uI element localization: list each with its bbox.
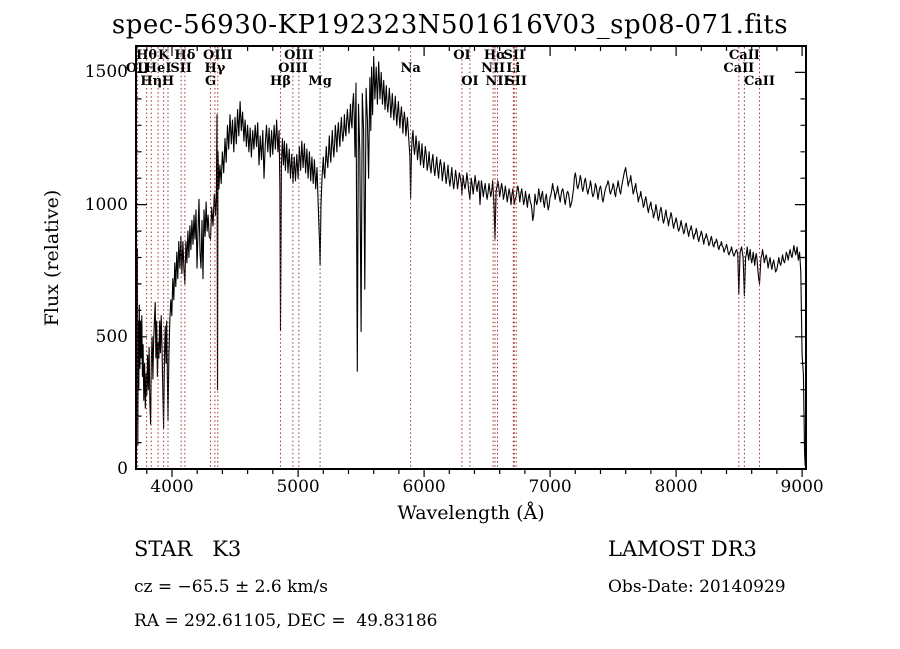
y-tick-label: 1500 (84, 62, 128, 83)
spectrum-trace (135, 56, 806, 467)
ra-dec-text: RA = 292.61105, DEC = 49.83186 (134, 611, 438, 631)
x-tick-label: 4000 (150, 477, 194, 497)
x-tick-label: 7000 (528, 477, 572, 497)
spectral-line-label: SII (505, 74, 527, 89)
y-axis-title: Flux (relative) (41, 189, 63, 327)
obs-date-text: Obs-Date: 20140929 (608, 577, 786, 597)
spectral-line-label: K (157, 48, 170, 63)
spectral-line-label: OIII (203, 48, 233, 63)
spectral-line-label: CaII (723, 61, 755, 76)
spectral-line-label: OIII (278, 61, 308, 76)
figure-title: spec-56930-KP192323N501616V03_sp08-071.f… (111, 10, 789, 40)
spectral-line-label: Hη (140, 74, 163, 89)
spectral-line-label: CaII (744, 74, 775, 89)
spectral-line-label: HeI (144, 61, 172, 76)
plot-frame (135, 45, 807, 470)
spectral-line-label: CaII (728, 48, 760, 63)
spectral-line-label: OI (453, 48, 471, 63)
spectral-line-label: Hδ (174, 48, 196, 63)
spectral-line-label: SII (170, 61, 192, 76)
cz-text: cz = −65.5 ± 2.6 km/s (134, 577, 328, 597)
classification-text: STAR K3 (134, 537, 242, 561)
spectral-line-label: NII (485, 74, 510, 89)
spectral-line-label: OI (461, 74, 479, 89)
x-tick-label: 8000 (654, 477, 698, 497)
y-tick-label: 0 (117, 459, 128, 479)
spectral-line-label: OIII (284, 48, 314, 63)
axis-ticks (136, 46, 806, 477)
spectral-line-markers (137, 47, 760, 468)
survey-text: LAMOST DR3 (608, 537, 757, 561)
spectral-line-label: H (161, 74, 175, 89)
spectral-line-label: Hβ (270, 74, 291, 89)
y-tick-label: 500 (95, 326, 128, 347)
spectral-line-label: Mg (308, 74, 332, 89)
x-tick-label: 6000 (402, 477, 446, 497)
spectral-line-label: Na (400, 61, 421, 76)
spectral-line-label: OII (125, 61, 150, 76)
spectral-line-label: Li (506, 61, 521, 76)
x-axis-title: Wavelength (Å) (397, 502, 545, 524)
x-tick-label: 5000 (276, 477, 320, 497)
spectral-line-label: SII (503, 48, 526, 63)
y-tick-label: 1000 (84, 194, 128, 215)
spectral-line-label: G (204, 74, 217, 89)
spectral-line-label: Hγ (204, 61, 226, 76)
spectral-line-label: Hα (483, 48, 507, 63)
spectral-line-label: NII (481, 61, 506, 76)
spectral-line-label: Hθ (136, 48, 158, 63)
x-tick-label: 9000 (780, 477, 824, 497)
